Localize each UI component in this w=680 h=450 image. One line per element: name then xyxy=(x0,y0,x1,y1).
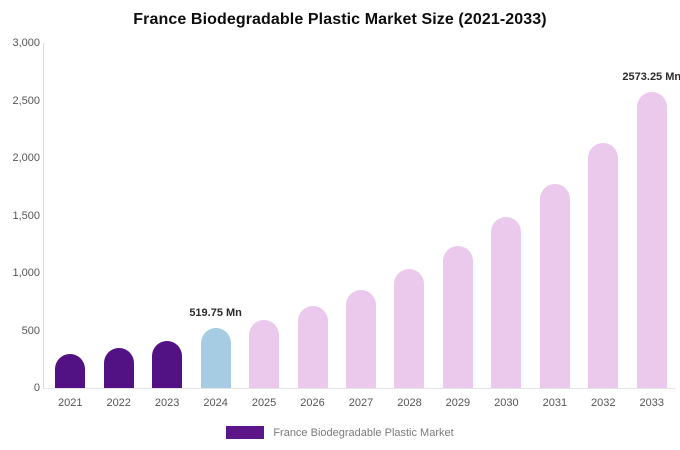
bar-2022 xyxy=(103,348,134,388)
y-axis-line xyxy=(43,43,44,388)
bar-2023 xyxy=(152,341,183,388)
bar-2031 xyxy=(539,184,570,388)
x-tick-2024: 2024 xyxy=(203,397,228,409)
legend: France Biodegradable Plastic Market xyxy=(0,426,680,439)
bar-2033 xyxy=(636,92,667,388)
y-tick-2000: 2,000 xyxy=(12,152,40,164)
x-tick-2025: 2025 xyxy=(251,397,277,409)
y-tick-500: 500 xyxy=(21,324,40,337)
chart-title: France Biodegradable Plastic Market Size… xyxy=(133,11,547,28)
x-tick-2030: 2030 xyxy=(494,397,519,409)
legend-label: France Biodegradable Plastic Market xyxy=(273,426,454,439)
legend-swatch xyxy=(226,426,265,439)
x-tick-2028: 2028 xyxy=(397,397,422,409)
y-tick-0: 0 xyxy=(33,382,40,394)
x-tick-2022: 2022 xyxy=(106,397,131,409)
y-tick-3000: 3,000 xyxy=(12,37,40,49)
x-tick-2027: 2027 xyxy=(348,397,374,409)
bar-2024 xyxy=(200,328,231,388)
bar-2030 xyxy=(491,217,522,388)
x-axis-line xyxy=(43,388,676,389)
bar-2026 xyxy=(297,306,328,388)
y-tick-1500: 1,500 xyxy=(12,209,40,222)
bar-2025 xyxy=(249,320,280,388)
data-label-2024: 519.75 Mn xyxy=(189,307,242,320)
bar-2029 xyxy=(442,245,473,388)
data-label-2033: 2573.25 Mn xyxy=(622,71,680,84)
x-tick-2031: 2031 xyxy=(542,397,568,409)
x-tick-2032: 2032 xyxy=(591,397,616,409)
bar-2027 xyxy=(346,289,376,388)
y-tick-1000: 1,000 xyxy=(12,267,40,279)
x-tick-2023: 2023 xyxy=(154,397,180,409)
bar-2032 xyxy=(588,143,619,388)
bar-2021 xyxy=(55,353,86,388)
x-tick-2021: 2021 xyxy=(57,397,83,409)
x-tick-2026: 2026 xyxy=(300,397,325,409)
bar-2028 xyxy=(394,268,425,388)
y-tick-2500: 2,500 xyxy=(12,94,40,107)
x-tick-2033: 2033 xyxy=(639,397,665,409)
x-tick-2029: 2029 xyxy=(445,397,471,409)
